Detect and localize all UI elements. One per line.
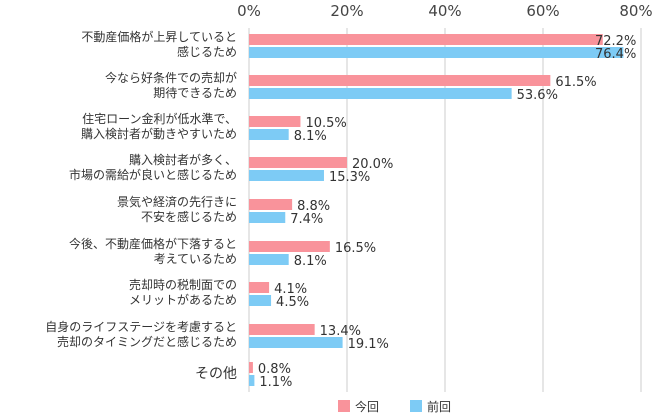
bar-previous: [249, 212, 286, 223]
data-label: 7.4%: [290, 212, 323, 227]
data-label: 8.1%: [294, 129, 327, 144]
x-tick-label: 80%: [619, 2, 652, 20]
category-label: 自身のライフステージを考慮すると: [45, 319, 237, 334]
category-label: 住宅ローン金利が低水準で、: [82, 111, 237, 126]
bar-current: [249, 241, 330, 252]
data-label: 10.5%: [305, 116, 346, 131]
data-label: 53.6%: [517, 88, 558, 103]
x-tick-label: 60%: [526, 2, 559, 20]
data-label: 20.0%: [352, 157, 393, 172]
data-label: 16.5%: [335, 241, 376, 256]
bar-current: [249, 116, 301, 127]
category-label: 不動産価格が上昇していると: [81, 29, 237, 44]
bar-current: [249, 75, 551, 86]
bar-current: [249, 199, 293, 210]
data-label: 19.1%: [348, 337, 389, 352]
x-tick-label: 40%: [428, 2, 461, 20]
data-label: 4.1%: [274, 282, 307, 297]
legend-swatch: [338, 400, 350, 412]
legend-label: 今回: [355, 399, 379, 414]
bar-current: [249, 362, 253, 373]
bar-current: [249, 324, 315, 335]
category-label: 今なら好条件での売却が: [105, 70, 237, 85]
x-tick-label: 20%: [330, 2, 363, 20]
bar-previous: [249, 375, 255, 386]
bar-current: [249, 34, 603, 45]
bar-previous: [249, 88, 512, 99]
category-label: 期待できるため: [153, 86, 237, 100]
category-label: 景気や経済の先行きに: [117, 194, 237, 209]
data-label: 8.8%: [297, 199, 330, 214]
data-label: 76.4%: [595, 47, 636, 62]
category-label: その他: [195, 366, 237, 382]
category-label: 今後、不動産価格が下落すると: [69, 236, 237, 251]
category-label: 売却のタイミングだと感じるため: [57, 334, 237, 349]
category-label: 考えているため: [154, 252, 237, 266]
bar-current: [249, 282, 270, 293]
bar-previous: [249, 295, 272, 306]
legend-swatch: [410, 400, 422, 412]
data-label: 8.1%: [294, 254, 327, 269]
category-label: メリットがあるため: [129, 292, 237, 307]
data-label: 61.5%: [555, 75, 596, 90]
category-label: 購入検討者が多く、: [129, 152, 237, 167]
data-label: 72.2%: [595, 34, 636, 49]
bar-previous: [249, 129, 289, 140]
data-label: 4.5%: [276, 295, 309, 310]
category-label: 購入検討者が動きやすいため: [81, 126, 237, 141]
category-label: 不安を感じるため: [141, 209, 237, 224]
x-tick-label: 0%: [237, 2, 261, 20]
data-label: 1.1%: [259, 375, 292, 390]
bar-previous: [249, 47, 624, 58]
data-label: 13.4%: [320, 324, 361, 339]
bar-previous: [249, 170, 324, 181]
bar-previous: [249, 337, 343, 348]
data-label: 0.8%: [258, 362, 291, 377]
category-label: 売却時の税制面での: [129, 277, 237, 292]
data-label: 15.3%: [329, 170, 370, 185]
bar-current: [249, 157, 347, 168]
legend-label: 前回: [427, 399, 451, 414]
category-label: 感じるため: [177, 44, 237, 59]
category-label: 市場の需給が良いと感じるため: [69, 167, 237, 182]
bar-previous: [249, 254, 289, 265]
